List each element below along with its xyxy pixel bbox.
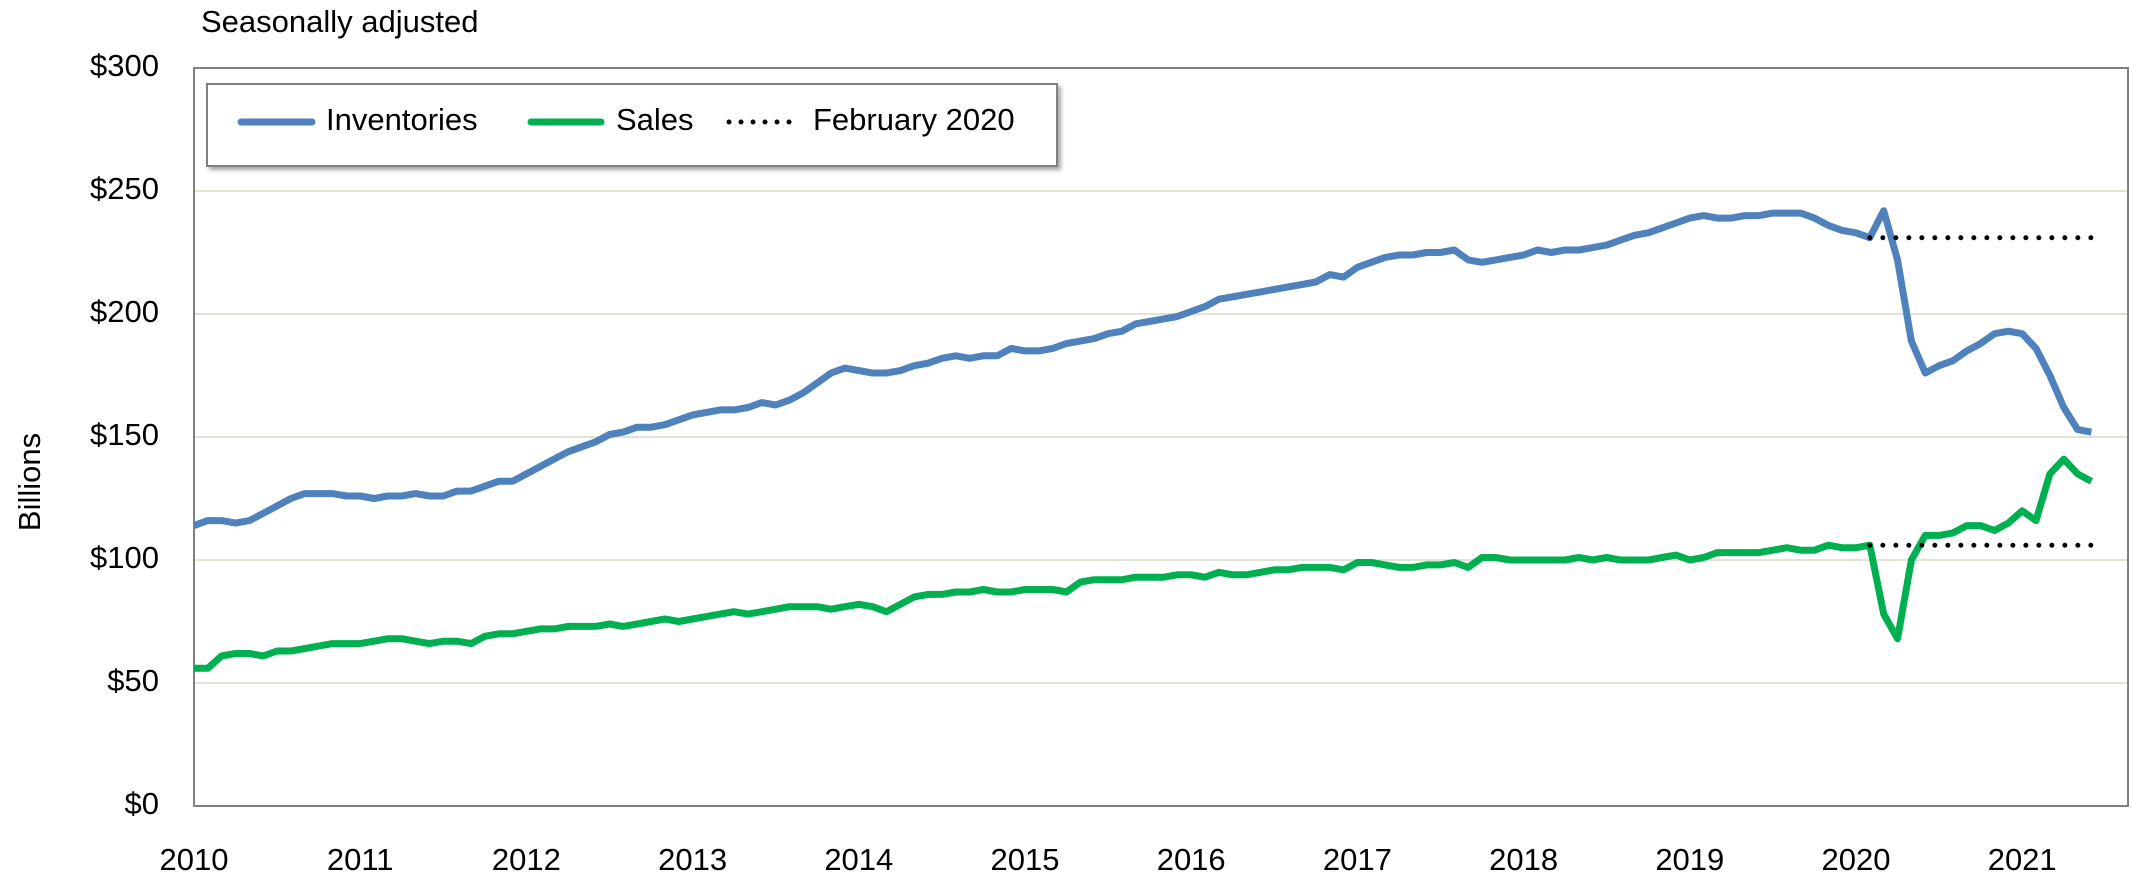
x-tick-label: 2011	[327, 842, 394, 877]
legend-label: Inventories	[326, 102, 478, 137]
y-tick-label: $200	[90, 294, 159, 329]
legend-box	[206, 83, 1058, 167]
x-tick-label: 2012	[492, 842, 561, 877]
y-tick-label: $50	[107, 663, 159, 698]
y-tick-label: $100	[90, 540, 159, 575]
chart-subtitle: Seasonally adjusted	[201, 4, 478, 39]
x-tick-label: 2017	[1323, 842, 1392, 877]
y-tick-label: $300	[90, 48, 159, 83]
x-tick-label: 2016	[1157, 842, 1226, 877]
legend-label: Sales	[616, 102, 694, 137]
legend: Inventories Sales February 2020	[206, 83, 1058, 167]
series-line	[192, 207, 2093, 529]
y-tick-label: $250	[90, 171, 159, 206]
x-tick-label: 2021	[1988, 842, 2057, 877]
x-tick-label: 2014	[824, 842, 893, 877]
y-axis-label: Billions	[12, 433, 47, 531]
x-tick-label: 2015	[991, 842, 1060, 877]
series-line	[194, 455, 2094, 672]
x-tick-label: 2010	[160, 842, 229, 877]
y-tick-label: $0	[125, 786, 159, 821]
legend-label: February 2020	[813, 102, 1015, 137]
x-tick-label: 2013	[658, 842, 727, 877]
plot-frame	[193, 67, 2129, 807]
x-tick-label: 2018	[1489, 842, 1558, 877]
x-tick-label: 2020	[1822, 842, 1891, 877]
x-tick-label: 2019	[1655, 842, 1724, 877]
y-tick-label: $150	[90, 417, 159, 452]
